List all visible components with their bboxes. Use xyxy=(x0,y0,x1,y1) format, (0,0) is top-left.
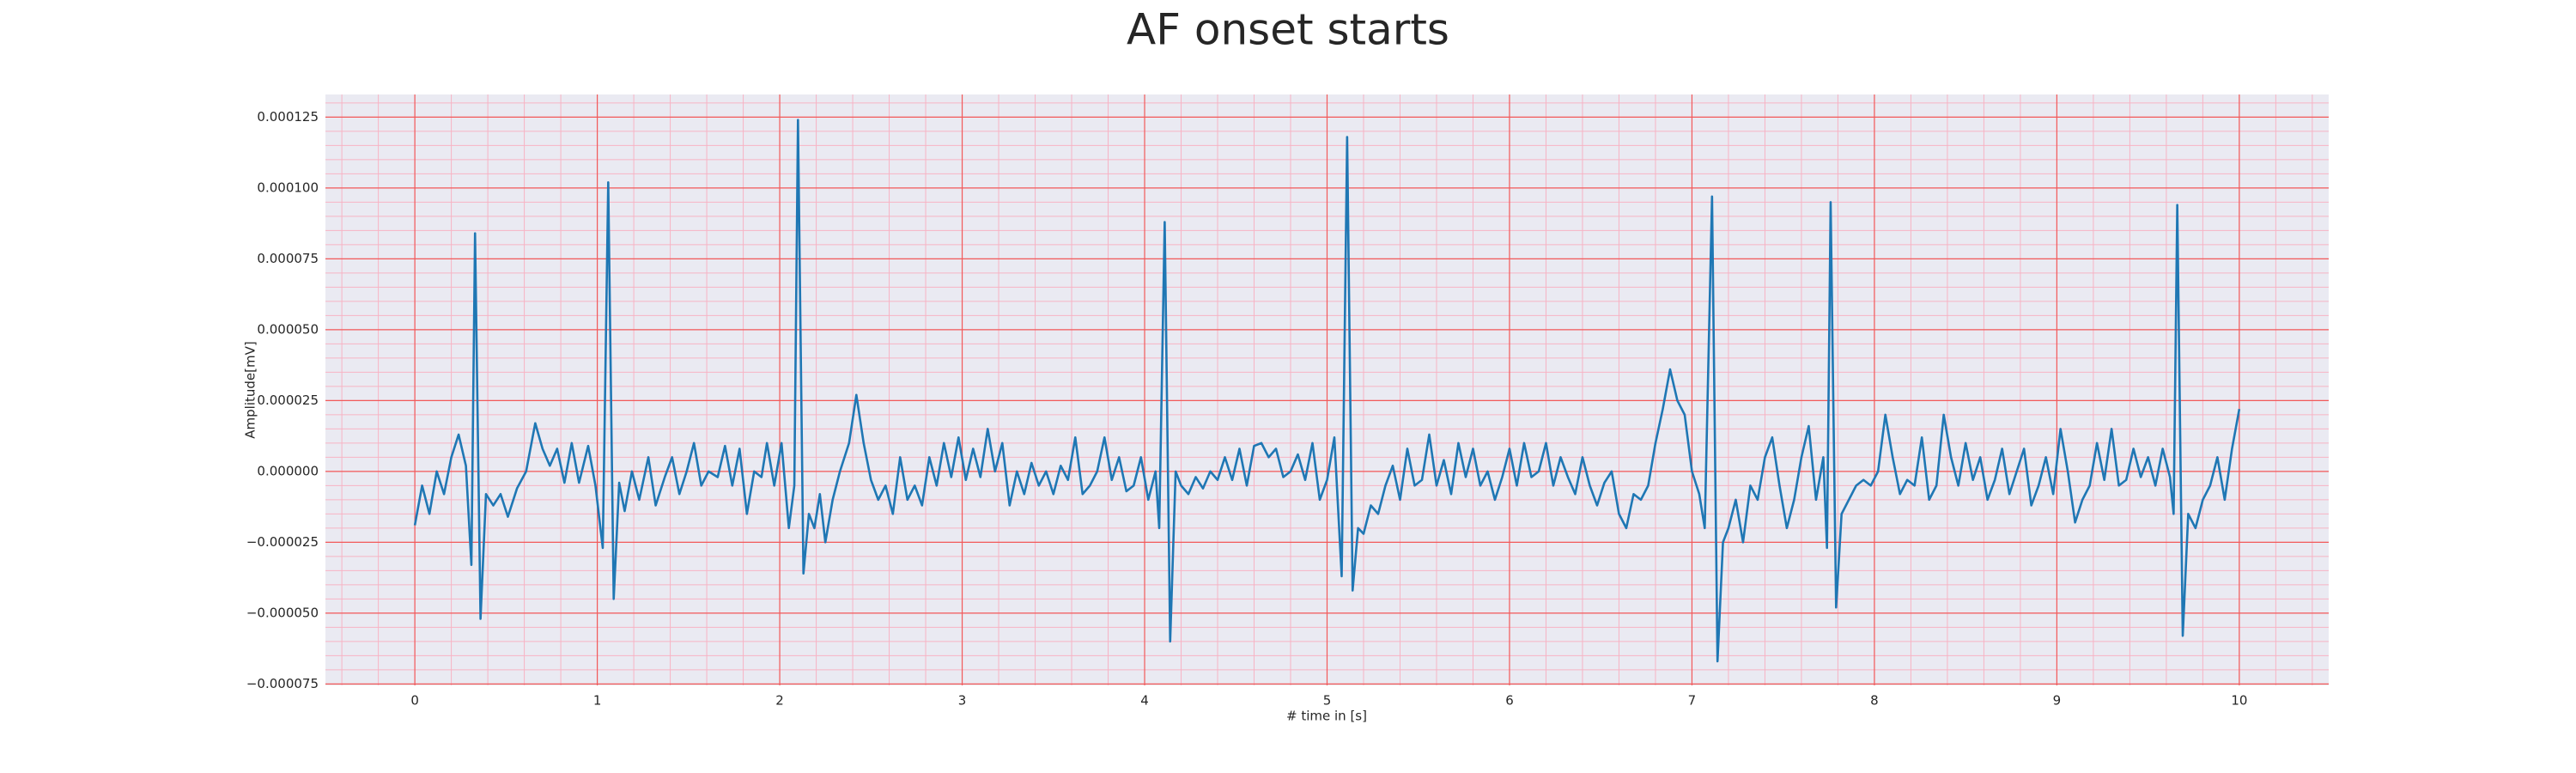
plot-area xyxy=(325,94,2329,685)
x-tick-label: 1 xyxy=(593,693,602,709)
y-tick-label: −0.000025 xyxy=(246,534,319,550)
y-tick-label: 0.000000 xyxy=(257,463,319,478)
y-tick-label: 0.000050 xyxy=(257,321,319,337)
y-tick-label: −0.000075 xyxy=(246,676,319,691)
x-tick-label: 8 xyxy=(1870,693,1879,709)
x-tick-label: 9 xyxy=(2053,693,2062,709)
y-tick-label: 0.000075 xyxy=(257,251,319,266)
x-axis-label: # time in [s] xyxy=(1286,709,1367,724)
x-tick-label: 0 xyxy=(410,693,419,709)
x-tick-label: 4 xyxy=(1140,693,1149,709)
y-tick-label: 0.000100 xyxy=(257,180,319,195)
x-tick-label: 6 xyxy=(1505,693,1514,709)
x-tick-label: 3 xyxy=(958,693,967,709)
y-axis-label: Amplitude[mV] xyxy=(243,341,258,438)
chart-title: AF onset starts xyxy=(1127,5,1449,55)
ecg-line xyxy=(413,119,2241,663)
y-tick-label: 0.000025 xyxy=(257,393,319,408)
x-tick-label: 7 xyxy=(1688,693,1697,709)
y-tick-label: 0.000125 xyxy=(257,109,319,125)
x-tick-label: 2 xyxy=(775,693,784,709)
x-tick-label: 10 xyxy=(2231,693,2247,709)
y-tick-label: −0.000050 xyxy=(246,605,319,620)
x-tick-label: 5 xyxy=(1323,693,1332,709)
